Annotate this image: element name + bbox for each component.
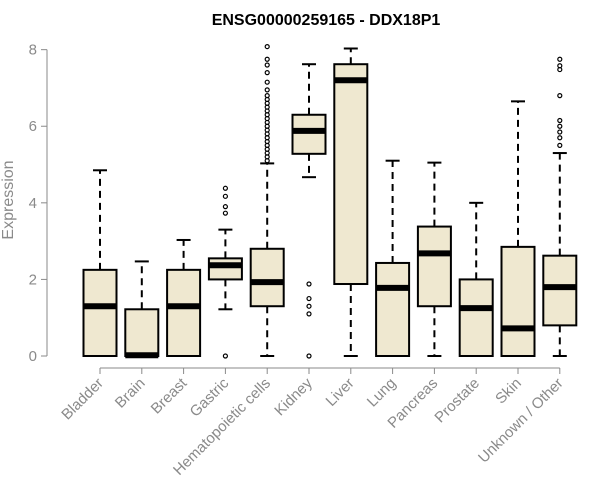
x-tick-label: Skin [492,375,525,408]
outlier-point [557,129,563,135]
iqr-box [500,245,536,358]
outlier-point [222,185,228,191]
y-tick-label: 4 [29,195,37,212]
iqr-box [166,268,202,357]
y-tick-label: 6 [29,118,37,135]
iqr-box [333,63,369,286]
outlier-point [264,79,270,85]
outlier-point [264,87,270,93]
outlier-point [557,135,563,141]
outlier-point [306,303,312,309]
box-group [82,169,118,357]
outlier-point [557,93,563,99]
outlier-point [306,295,312,302]
iqr-box [291,113,327,155]
iqr-box [542,254,578,327]
x-tick-label: Liver [323,375,358,410]
box-group [542,56,578,357]
iqr-box [124,308,160,357]
y-tick-label: 0 [29,348,37,365]
outlier-point [222,204,228,210]
y-tick-label: 2 [29,271,37,288]
x-tick-label: Breast [148,374,191,417]
plot-area [82,43,578,359]
x-tick-label: Lung [364,375,400,411]
box-group [166,238,202,357]
x-tick-label: Brain [112,375,149,412]
outlier-point [264,43,270,50]
outlier-point [557,63,563,69]
y-axis-label: Expression [0,160,17,239]
outlier-point [306,281,312,287]
iqr-box [207,257,243,281]
iqr-box [82,268,118,357]
iqr-box [416,225,452,308]
box-group [249,43,285,357]
outlier-point [557,117,563,124]
iqr-box [458,278,494,358]
outlier-point [222,210,228,216]
box-group [333,47,369,357]
iqr-box [249,247,285,308]
outlier-point [557,123,563,129]
box-group [291,63,327,359]
box-group [124,260,160,359]
outlier-point [264,70,270,76]
outlier-point [264,93,270,99]
y-tick-label: 8 [29,42,37,59]
iqr-box [375,261,411,358]
y-axis: 0 2 4 6 8 [29,42,48,365]
outlier-point [264,62,270,68]
x-tick-label: Kidney [271,374,316,419]
outlier-point [222,353,228,359]
x-tick-label: Prostate [431,375,483,427]
box-group [500,100,536,358]
chart-title: ENSG00000259165 - DDX18P1 [212,12,441,29]
box-group [458,201,494,358]
x-tick-label: Bladder [58,375,107,424]
outlier-point [557,56,563,62]
outlier-point [306,311,312,317]
outlier-point [306,353,312,359]
box-group [416,161,452,357]
box-group [375,159,411,358]
outlier-point [264,56,270,62]
outlier-point [557,142,563,148]
box-group [207,185,243,359]
outlier-point [222,193,228,199]
